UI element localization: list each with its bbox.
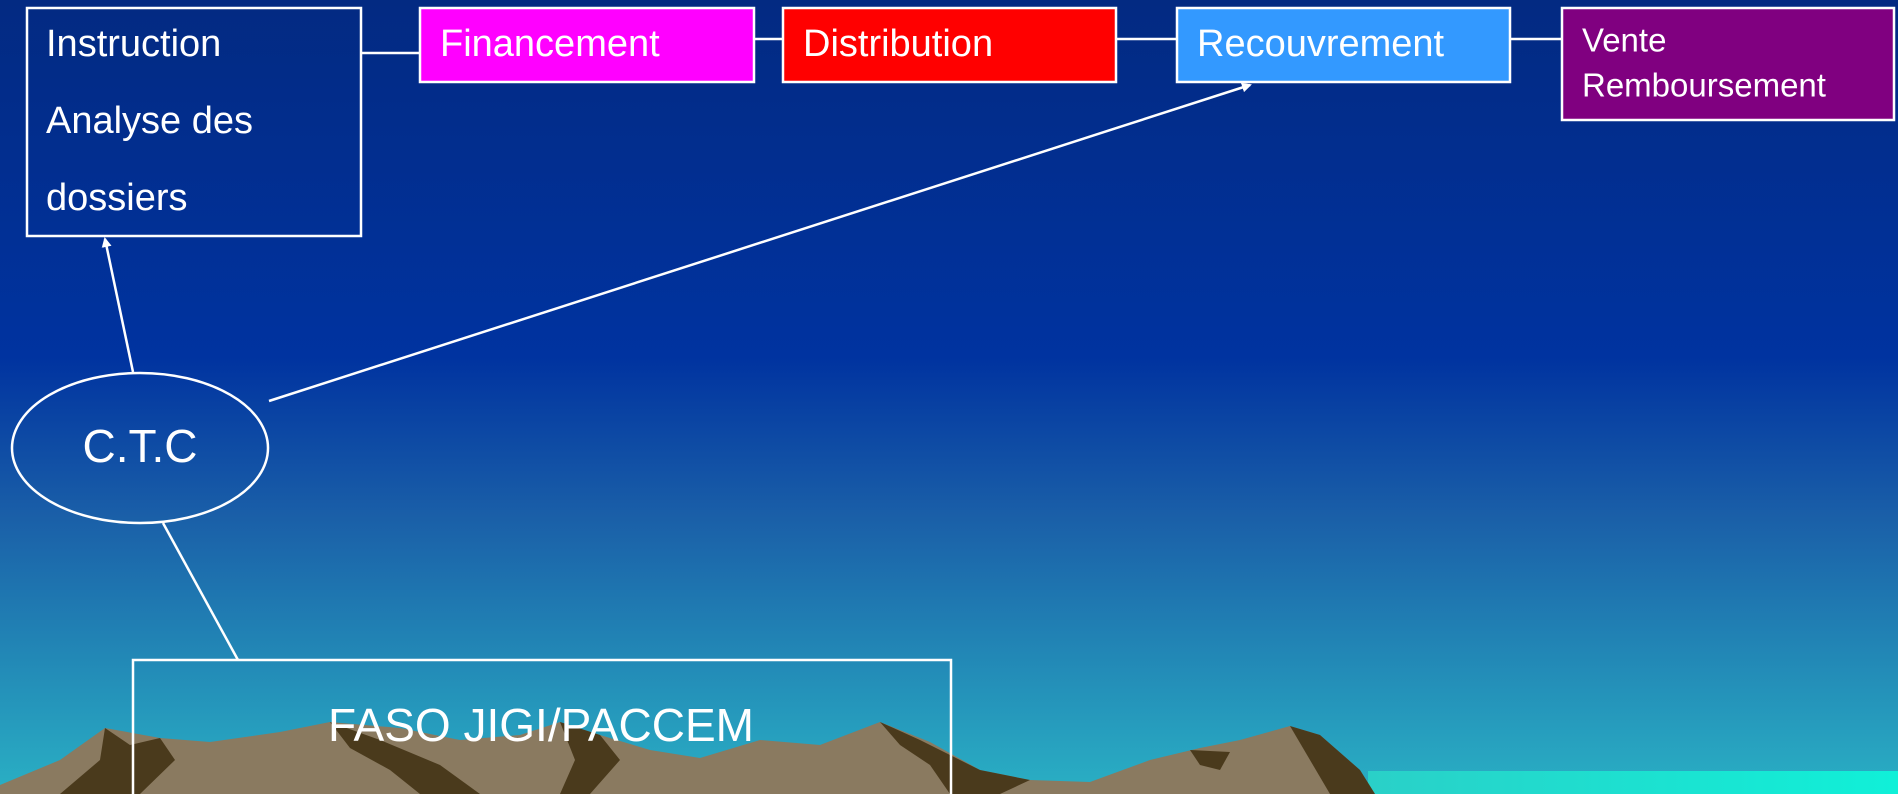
node-text: Instruction xyxy=(46,23,221,65)
sea xyxy=(1368,771,1898,794)
slide: Instruction Analyse des dossiers Finance… xyxy=(0,0,1898,794)
node-text: Vente xyxy=(1582,22,1666,59)
page: {"nodes": [ {"lines": ["Instruction", "A… xyxy=(0,0,1898,794)
node-text: FASO JIGI/PACCEM xyxy=(328,699,754,751)
node-text: Remboursement xyxy=(1582,67,1826,104)
node-text: C.T.C xyxy=(83,420,198,472)
node-text: Financement xyxy=(440,23,660,65)
node-text: Distribution xyxy=(803,23,993,65)
node-text: Recouvrement xyxy=(1197,23,1445,65)
node-text: dossiers xyxy=(46,177,188,219)
node-text: Analyse des xyxy=(46,100,253,142)
